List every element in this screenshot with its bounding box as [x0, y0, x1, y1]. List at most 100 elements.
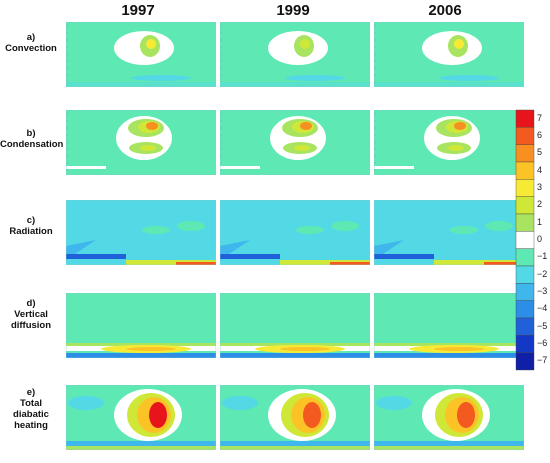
colorbar-segment [515, 179, 535, 197]
contour-band [177, 221, 205, 231]
contour-surface [374, 353, 524, 358]
contour-band [142, 226, 170, 234]
colorbar-segment [515, 317, 535, 336]
contour-surface-peak [330, 262, 370, 265]
contour-peak [303, 402, 321, 428]
colorbar [515, 109, 535, 371]
colorbar-segment [515, 335, 535, 353]
colorbar-segment [515, 265, 535, 284]
contour-surface [66, 82, 216, 87]
contour-peak [454, 122, 466, 130]
row-label-vertical-diffusion: d) Vertical diffusion [0, 298, 62, 331]
contour-surface [374, 446, 524, 450]
column-title-1999: 1999 [276, 2, 310, 19]
contour-peak [146, 39, 156, 49]
contour-surface [220, 82, 370, 87]
row-label-radiation: c) Radiation [0, 215, 62, 237]
contour-lower-2 [140, 145, 156, 151]
contour-surface [434, 260, 524, 265]
panel-radiation-1999 [220, 200, 370, 265]
colorbar-segment [515, 161, 535, 180]
colorbar-segment [515, 196, 535, 215]
contour-low [220, 254, 280, 259]
contour-surface-peak [176, 262, 216, 265]
row-label-line: e) [26, 387, 36, 398]
colorbar-segment [515, 213, 535, 232]
contour-low [220, 441, 370, 446]
contour-surface [374, 166, 414, 169]
panel-condensation-1997 [66, 110, 216, 175]
colorbar-tick-label: 6 [537, 130, 543, 140]
panel-condensation-2006 [374, 110, 524, 175]
colorbar-tick-label: −6 [537, 338, 548, 348]
panel-radiation-1997 [66, 200, 216, 265]
row-label-condensation: b) Condensation [0, 128, 64, 150]
colorbar-tick-label: 2 [537, 199, 543, 210]
colorbar-tick-label: −3 [537, 286, 548, 296]
colorbar-tick-label: −7 [537, 355, 548, 366]
contour-peak [300, 122, 312, 130]
row-label-line: c) [26, 215, 36, 226]
colorbar-segment [515, 127, 535, 145]
contour-surface-peak [484, 262, 524, 265]
contour-band [331, 221, 359, 231]
contour-negative [285, 75, 345, 81]
colorbar-segment [515, 144, 535, 163]
colorbar-segment [515, 231, 535, 249]
contour-surface [66, 166, 106, 169]
contour-peak [454, 39, 464, 49]
contour-surface [126, 260, 216, 265]
panel-convection-2006 [374, 22, 524, 87]
contour-negative [376, 396, 412, 410]
contour-peak [280, 347, 330, 351]
contour-band [296, 226, 324, 234]
contour-band [485, 221, 513, 231]
colorbar-tick-label: 0 [537, 234, 543, 244]
contour-negative [131, 75, 191, 81]
contour-low [374, 254, 434, 259]
contour-peak [434, 347, 484, 351]
colorbar-tick-label: −4 [537, 303, 548, 314]
panel-convection-1997 [66, 22, 216, 87]
contour-low [66, 441, 216, 446]
colorbar-segment [515, 300, 535, 319]
contour-negative [68, 396, 104, 410]
row-label-line: heating [14, 420, 48, 431]
contour-peak [300, 39, 310, 49]
panel-total-diabatic-heating-2006 [374, 385, 524, 450]
contour-lower-2 [294, 145, 310, 151]
row-label-line: a) [26, 32, 36, 43]
colorbar-segment [515, 352, 535, 371]
contour-surface [66, 353, 216, 358]
colorbar-segment [515, 248, 535, 267]
colorbar-tick-label: 4 [537, 164, 543, 175]
colorbar-tick-label: 5 [537, 147, 543, 158]
row-label-line: Condensation [0, 139, 64, 150]
contour-surface [280, 260, 370, 265]
contour-surface [220, 166, 260, 169]
contour-surface [220, 353, 370, 358]
contour-low [66, 254, 126, 259]
row-label-line: Total [20, 398, 42, 409]
row-label-line: Radiation [9, 226, 53, 237]
contour-negative [439, 75, 499, 81]
colorbar-tick-label: 1 [537, 216, 543, 227]
colorbar-tick-label: −5 [537, 320, 548, 331]
column-title-1997: 1997 [121, 2, 155, 19]
row-label-line: d) [26, 298, 36, 309]
colorbar-tick-label: −1 [537, 251, 548, 262]
colorbar-tick-label: 7 [537, 112, 543, 123]
contour-peak [457, 402, 475, 428]
colorbar-tick-label: −2 [537, 268, 548, 279]
colorbar-segment [515, 283, 535, 301]
contour-surface [66, 446, 216, 450]
contour-surface [220, 446, 370, 450]
panel-vertical-diffusion-1999 [220, 293, 370, 358]
panel-condensation-1999 [220, 110, 370, 175]
row-label-line: diabatic [13, 409, 49, 420]
panel-convection-1999 [220, 22, 370, 87]
contour-lower-2 [448, 145, 464, 151]
contour-peak [149, 402, 167, 428]
row-label-line: Vertical [14, 309, 48, 320]
